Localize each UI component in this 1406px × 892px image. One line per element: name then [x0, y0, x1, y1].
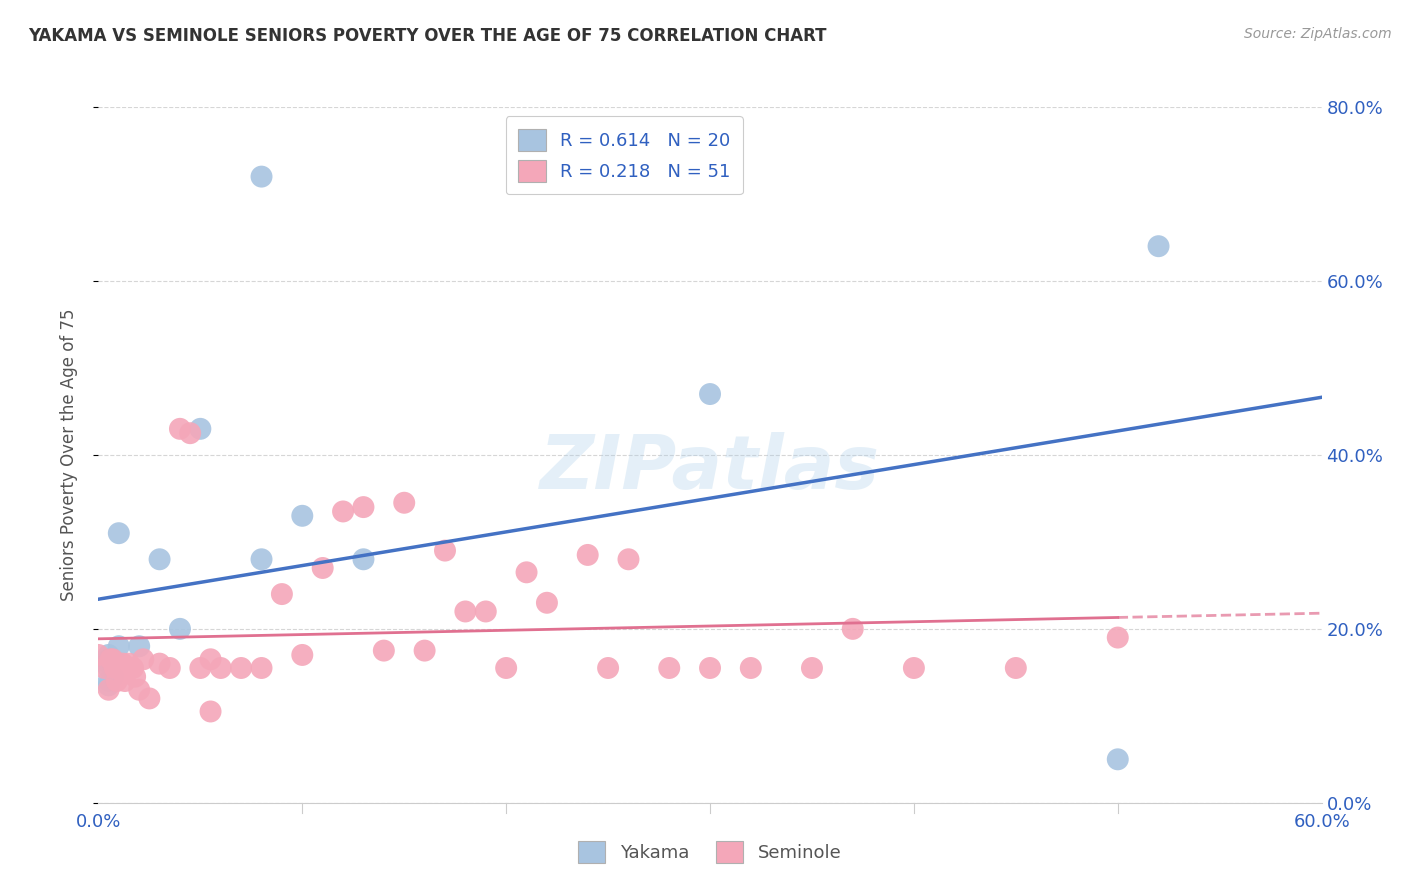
Point — [108, 526, 131, 541]
Point — [169, 622, 191, 636]
Point — [128, 682, 150, 697]
Point — [474, 605, 498, 619]
Point — [352, 500, 374, 514]
Point — [536, 596, 558, 610]
Point — [97, 678, 120, 692]
Point — [454, 605, 477, 619]
Point — [97, 648, 120, 662]
Point — [122, 661, 145, 675]
Point — [903, 661, 925, 675]
Point — [101, 670, 124, 684]
Point — [352, 552, 374, 566]
Point — [1147, 239, 1170, 253]
Point — [1107, 752, 1129, 766]
Point — [1107, 631, 1129, 645]
Point — [250, 661, 273, 675]
Point — [250, 552, 273, 566]
Point — [104, 661, 127, 675]
Point — [291, 648, 314, 662]
Point — [138, 691, 160, 706]
Point — [188, 661, 212, 675]
Point — [658, 661, 681, 675]
Point — [114, 674, 136, 689]
Point — [169, 422, 191, 436]
Point — [516, 566, 538, 580]
Point — [434, 543, 457, 558]
Point — [209, 661, 232, 675]
Point — [312, 561, 335, 575]
Y-axis label: Seniors Poverty Over the Age of 75: Seniors Poverty Over the Age of 75 — [59, 309, 77, 601]
Point — [149, 657, 172, 671]
Point — [598, 661, 620, 675]
Point — [105, 674, 128, 689]
Point — [200, 652, 222, 666]
Point — [699, 661, 721, 675]
Legend: Yakama, Seminole: Yakama, Seminole — [571, 834, 849, 871]
Point — [179, 426, 201, 441]
Point — [149, 552, 172, 566]
Point — [270, 587, 294, 601]
Point — [392, 496, 416, 510]
Point — [188, 422, 212, 436]
Point — [617, 552, 640, 566]
Point — [97, 674, 120, 689]
Point — [495, 661, 517, 675]
Point — [132, 652, 155, 666]
Point — [159, 661, 181, 675]
Point — [1004, 661, 1026, 675]
Point — [97, 682, 120, 697]
Point — [100, 652, 122, 666]
Point — [699, 387, 721, 401]
Point — [108, 639, 131, 653]
Point — [373, 643, 395, 657]
Point — [97, 661, 120, 675]
Point — [413, 643, 436, 657]
Point — [93, 661, 115, 675]
Text: ZIPatlas: ZIPatlas — [540, 433, 880, 506]
Point — [97, 652, 120, 666]
Text: YAKAMA VS SEMINOLE SENIORS POVERTY OVER THE AGE OF 75 CORRELATION CHART: YAKAMA VS SEMINOLE SENIORS POVERTY OVER … — [28, 27, 827, 45]
Point — [291, 508, 314, 523]
Point — [128, 639, 150, 653]
Point — [97, 657, 120, 671]
Text: Source: ZipAtlas.com: Source: ZipAtlas.com — [1244, 27, 1392, 41]
Point — [87, 648, 110, 662]
Point — [118, 657, 141, 671]
Point — [231, 661, 253, 675]
Point — [124, 670, 146, 684]
Point — [108, 661, 131, 675]
Point — [841, 622, 863, 636]
Point — [740, 661, 762, 675]
Point — [576, 548, 599, 562]
Point — [200, 705, 222, 719]
Point — [332, 504, 354, 518]
Point — [801, 661, 824, 675]
Point — [250, 169, 273, 184]
Point — [101, 652, 124, 666]
Point — [111, 657, 134, 671]
